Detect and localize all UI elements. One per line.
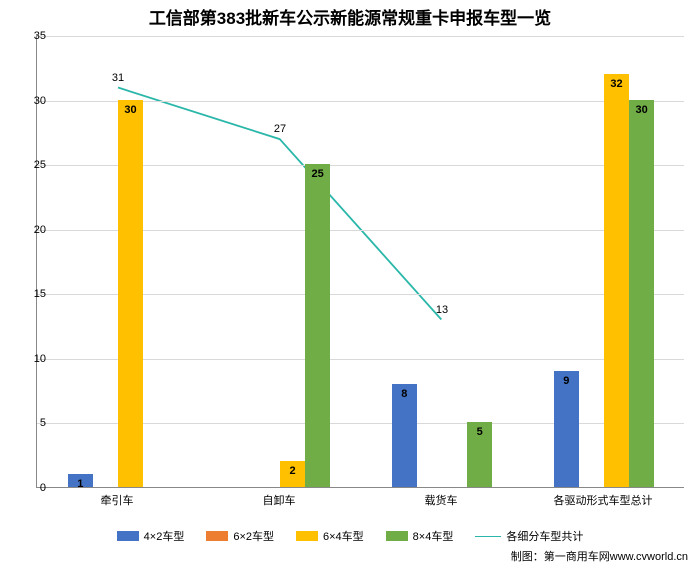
bar-value-label: 1 [68, 478, 93, 490]
legend-label: 6×4车型 [323, 528, 364, 544]
bar: 8 [392, 384, 417, 487]
legend-line-swatch [475, 536, 501, 537]
bar-value-label: 25 [305, 168, 330, 180]
gridline [37, 36, 684, 37]
credit-text: 制图：第一商用车网www.cvworld.cn [511, 548, 688, 564]
legend-label: 各细分车型共计 [506, 528, 583, 544]
legend-label: 6×2车型 [233, 528, 274, 544]
bar: 1 [68, 474, 93, 487]
y-tick-label: 10 [16, 353, 46, 365]
bar: 2 [280, 461, 305, 487]
bar-value-label: 30 [629, 104, 654, 116]
bar-value-label: 5 [467, 426, 492, 438]
legend-item: 6×2车型 [206, 528, 274, 544]
legend-item: 各细分车型共计 [475, 528, 583, 544]
y-tick-label: 35 [16, 30, 46, 42]
y-tick-label: 20 [16, 224, 46, 236]
bar-value-label: 8 [392, 388, 417, 400]
legend-swatch [117, 531, 139, 541]
y-tick-label: 30 [16, 95, 46, 107]
x-tick-label: 自卸车 [263, 492, 296, 508]
line-value-label: 13 [436, 304, 448, 316]
legend-label: 4×2车型 [144, 528, 185, 544]
chart-container: 工信部第383批新车公示新能源常规重卡申报车型一览 13022585932303… [0, 0, 700, 568]
legend-swatch [386, 531, 408, 541]
y-tick-label: 0 [16, 482, 46, 494]
bar: 5 [467, 422, 492, 487]
legend-item: 8×4车型 [386, 528, 454, 544]
bar-value-label: 32 [604, 78, 629, 90]
legend-item: 4×2车型 [117, 528, 185, 544]
bar: 30 [118, 100, 143, 487]
x-tick-label: 各驱动形式车型总计 [554, 492, 653, 508]
legend-item: 6×4车型 [296, 528, 364, 544]
y-tick-label: 5 [16, 417, 46, 429]
bar-value-label: 9 [554, 375, 579, 387]
line-value-label: 31 [112, 72, 124, 84]
legend-swatch [296, 531, 318, 541]
plot-area: 1 30 2 25 8 5 9 32 30 31 27 13 [36, 36, 684, 488]
bar: 25 [305, 164, 330, 487]
bar: 32 [604, 74, 629, 487]
x-tick-label: 载货车 [425, 492, 458, 508]
y-tick-label: 15 [16, 288, 46, 300]
bar-value-label: 2 [280, 465, 305, 477]
y-tick-label: 25 [16, 159, 46, 171]
bar: 9 [554, 371, 579, 487]
legend-swatch [206, 531, 228, 541]
line-value-label: 27 [274, 123, 286, 135]
chart-title: 工信部第383批新车公示新能源常规重卡申报车型一览 [0, 4, 700, 29]
bar: 30 [629, 100, 654, 487]
legend: 4×2车型 6×2车型 6×4车型 8×4车型 各细分车型共计 [0, 528, 700, 544]
bar-value-label: 30 [118, 104, 143, 116]
x-tick-label: 牵引车 [101, 492, 134, 508]
legend-label: 8×4车型 [413, 528, 454, 544]
